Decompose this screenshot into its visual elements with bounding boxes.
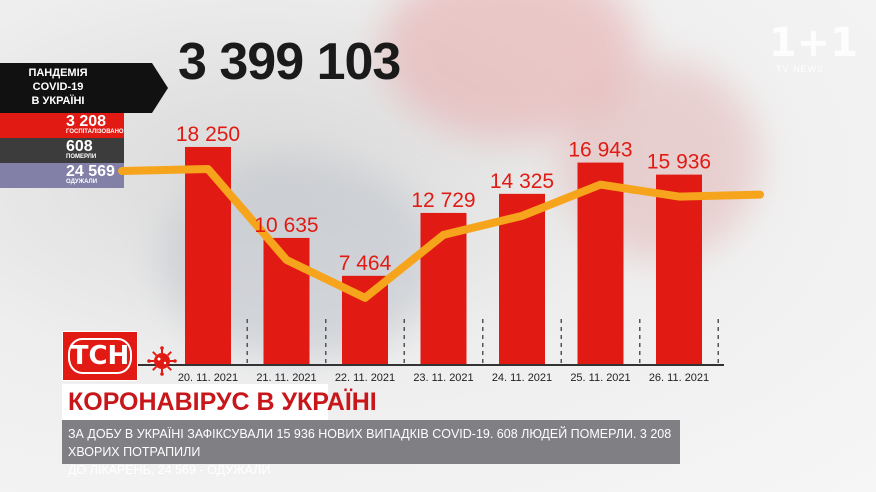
- broadcaster-logo: 1+1: [768, 20, 858, 66]
- bar: [656, 174, 702, 365]
- ticker-line: ЗА ДОБУ В УКРАЇНІ ЗАФІКСУВАЛИ 15 936 НОВ…: [68, 427, 672, 459]
- bar: [185, 146, 231, 365]
- virus-icon: [147, 346, 177, 376]
- headline: КОРОНАВІРУС В УКРАЇНІ: [62, 384, 377, 420]
- data-label: 14 325: [490, 170, 554, 193]
- recovered-label: ОДУЖАЛИ: [66, 179, 98, 185]
- x-tick-label: 23. 11. 2021: [413, 372, 473, 384]
- bar: [577, 162, 624, 365]
- stats-panel: ПАНДЕМІЯ COVID-19 В УКРАЇНІ 3 208 ГОСПІТ…: [0, 63, 170, 188]
- x-tick-label: 25. 11. 2021: [570, 372, 630, 384]
- x-tick-label: 22. 11. 2021: [335, 372, 395, 384]
- deaths-value: 608: [66, 138, 93, 155]
- news-ticker: ЗА ДОБУ В УКРАЇНІ ЗАФІКСУВАЛИ 15 936 НОВ…: [62, 420, 680, 477]
- recovered-value: 24 569: [66, 163, 115, 180]
- stats-panel-title: ПАНДЕМІЯ COVID-19 В УКРАЇНІ: [0, 63, 168, 113]
- hospitalized-row: 3 208 ГОСПІТАЛІЗОВАНО: [0, 113, 124, 138]
- deaths-row: 608 ПОМЕРЛИ: [0, 138, 124, 163]
- broadcaster-logo-sub: TV NEWS: [775, 64, 824, 74]
- x-tick-label: 24. 11. 2021: [492, 372, 552, 384]
- hospitalized-label: ГОСПІТАЛІЗОВАНО: [66, 129, 124, 135]
- trend-line: [118, 164, 764, 302]
- data-label: 10 635: [254, 214, 318, 237]
- x-tick-label: 20. 11. 2021: [178, 372, 238, 384]
- data-label: 7 464: [339, 252, 392, 275]
- total-cases: 3 399 103: [178, 33, 401, 91]
- data-label: 15 936: [647, 151, 711, 174]
- ticker-line: ДО ЛІКАРЕНЬ, 24 569 - ОДУЖАЛИ: [68, 463, 271, 477]
- x-tick-label: 26. 11. 2021: [649, 372, 709, 384]
- deaths-label: ПОМЕРЛИ: [66, 154, 97, 160]
- recovered-row: 24 569 ОДУЖАЛИ: [0, 163, 124, 188]
- data-label: 12 729: [411, 189, 475, 212]
- hospitalized-value: 3 208: [66, 113, 107, 130]
- tsn-logo-text: ТСН: [68, 338, 132, 374]
- tsn-logo: ТСН: [62, 331, 138, 381]
- data-label: 16 943: [568, 139, 632, 162]
- x-tick-label: 21. 11. 2021: [256, 372, 316, 384]
- data-label: 18 250: [176, 123, 240, 146]
- stats-title-line: В УКРАЇНІ: [31, 95, 85, 107]
- stats-title-line: COVID-19: [32, 81, 84, 93]
- stats-title-line: ПАНДЕМІЯ: [28, 67, 88, 79]
